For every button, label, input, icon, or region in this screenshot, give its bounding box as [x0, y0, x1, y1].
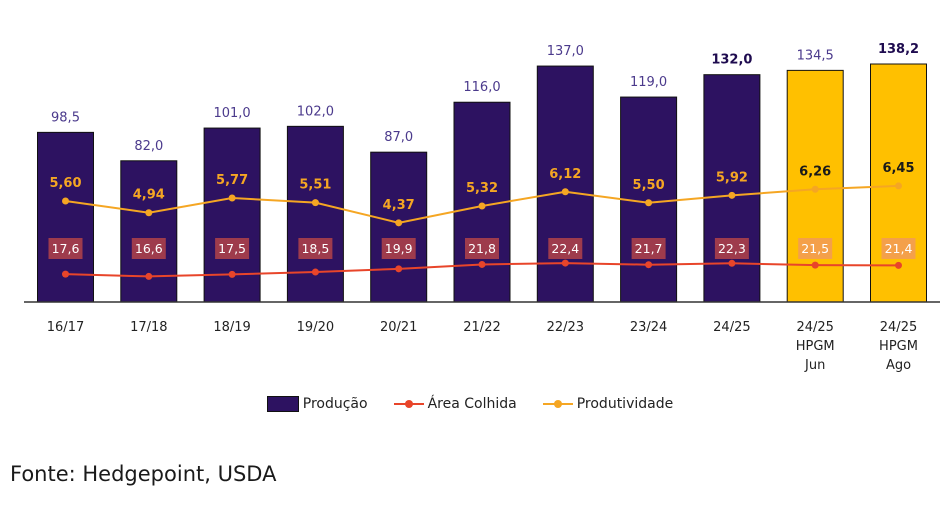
bar-value-label: 119,0: [630, 75, 667, 90]
x-tick-label: 16/17: [47, 320, 84, 335]
point-area-colhida: [311, 268, 319, 276]
point-area-colhida: [478, 260, 486, 268]
legend-label-area: Área Colhida: [427, 396, 517, 412]
legend-item-productivity: Produtividade: [542, 396, 674, 412]
x-tick-label: 19/20: [297, 320, 334, 335]
productivity-value-label: 5,50: [633, 178, 665, 193]
point-area-colhida: [228, 270, 236, 278]
legend-label-productivity: Produtividade: [576, 396, 674, 412]
point-produtividade: [561, 188, 569, 196]
chart: 98,5 82,0 101,0 102,0 87,0 116,0 137,0 119,0 132…: [24, 42, 940, 373]
point-area-colhida: [645, 261, 653, 269]
point-produtividade: [145, 209, 153, 217]
bar-producao: [286, 125, 344, 303]
x-tick-label: 24/25: [713, 320, 750, 335]
area-value-label: 17,6: [52, 241, 80, 256]
point-area-colhida: [395, 265, 403, 273]
source-note: Fonte: Hedgepoint, USDA: [10, 462, 277, 486]
x-tick-label: 18/19: [213, 320, 250, 335]
x-tick-label: 24/25 HPGM Ago: [879, 320, 918, 373]
bar-producao: [370, 151, 428, 303]
point-produtividade: [728, 191, 736, 199]
legend-swatch-productivity: [542, 400, 573, 408]
area-label-box: [465, 238, 499, 259]
bar-value-label: 132,0: [711, 53, 752, 68]
bar-value-label: 138,2: [878, 42, 919, 57]
area-value-label: 22,4: [551, 241, 579, 256]
point-produtividade: [228, 194, 236, 202]
point-area-colhida: [895, 261, 902, 269]
productivity-value-label: 6,26: [799, 164, 831, 179]
x-tick-label: 23/24: [630, 320, 667, 335]
point-produtividade: [478, 202, 486, 210]
legend-swatch-production: [266, 396, 299, 412]
x-tick-label: 21/22: [463, 320, 500, 335]
area-value-label: 16,6: [135, 241, 163, 256]
bar-value-label: 101,0: [213, 106, 250, 121]
point-area-colhida: [811, 261, 819, 269]
area-label-box: [881, 238, 916, 259]
point-area-colhida: [728, 259, 736, 267]
area-label-box: [798, 238, 833, 259]
area-value-label: 21,8: [468, 241, 496, 256]
legend-item-production: Produção: [266, 396, 368, 412]
point-produtividade: [895, 182, 902, 190]
area-label-box: [298, 238, 333, 259]
area-label-box: [48, 238, 83, 259]
bar-value-label: 82,0: [134, 139, 163, 154]
bar-value-label: 116,0: [463, 80, 500, 95]
area-label-box: [548, 238, 583, 259]
bar-value-label: 87,0: [384, 130, 413, 145]
area-label-box: [131, 238, 166, 259]
productivity-value-label: 5,51: [299, 178, 331, 193]
point-produtividade: [811, 185, 819, 193]
legend-label-production: Produção: [302, 396, 368, 412]
x-tick-label: 22/23: [547, 320, 584, 335]
productivity-value-label: 4,37: [383, 198, 415, 213]
productivity-value-label: 5,77: [216, 173, 248, 188]
point-produtividade: [62, 197, 69, 205]
bar-value-label: 102,0: [297, 104, 334, 119]
area-value-label: 21,4: [885, 241, 913, 256]
productivity-value-label: 6,12: [549, 167, 581, 182]
x-tick-label: 17/18: [130, 320, 167, 335]
area-value-label: 18,5: [301, 241, 329, 256]
area-label-box: [631, 238, 666, 259]
area-value-label: 22,3: [718, 241, 746, 256]
legend-item-area: Área Colhida: [393, 396, 517, 412]
area-value-label: 17,5: [218, 241, 246, 256]
area-value-label: 21,7: [635, 241, 663, 256]
bar-producao: [536, 65, 594, 303]
point-produtividade: [645, 199, 653, 207]
area-label-box: [381, 238, 416, 259]
point-area-colhida: [62, 270, 69, 278]
productivity-value-label: 5,92: [716, 170, 748, 185]
area-label-box: [215, 238, 250, 259]
area-label-box: [714, 238, 749, 259]
point-area-colhida: [145, 272, 153, 280]
x-tick-label: 20/21: [380, 320, 417, 335]
productivity-value-label: 4,94: [133, 188, 165, 203]
point-area-colhida: [561, 259, 569, 267]
bar-producao: [120, 160, 178, 303]
area-value-label: 21,5: [801, 241, 829, 256]
bar-value-label: 134,5: [797, 48, 834, 63]
productivity-value-label: 5,32: [466, 181, 498, 196]
legend: Produção Área Colhida Produtividade: [0, 396, 940, 412]
bar-value-label: 137,0: [547, 44, 584, 59]
bar-value-label: 98,5: [51, 110, 80, 125]
bar-producao: [703, 74, 761, 303]
point-produtividade: [395, 219, 403, 227]
area-value-label: 19,9: [385, 241, 413, 256]
point-produtividade: [311, 199, 319, 207]
x-tick-label: 24/25 HPGM Jun: [796, 320, 835, 373]
legend-swatch-area: [393, 400, 424, 408]
productivity-value-label: 5,60: [49, 176, 81, 191]
productivity-value-label: 6,45: [882, 161, 914, 176]
